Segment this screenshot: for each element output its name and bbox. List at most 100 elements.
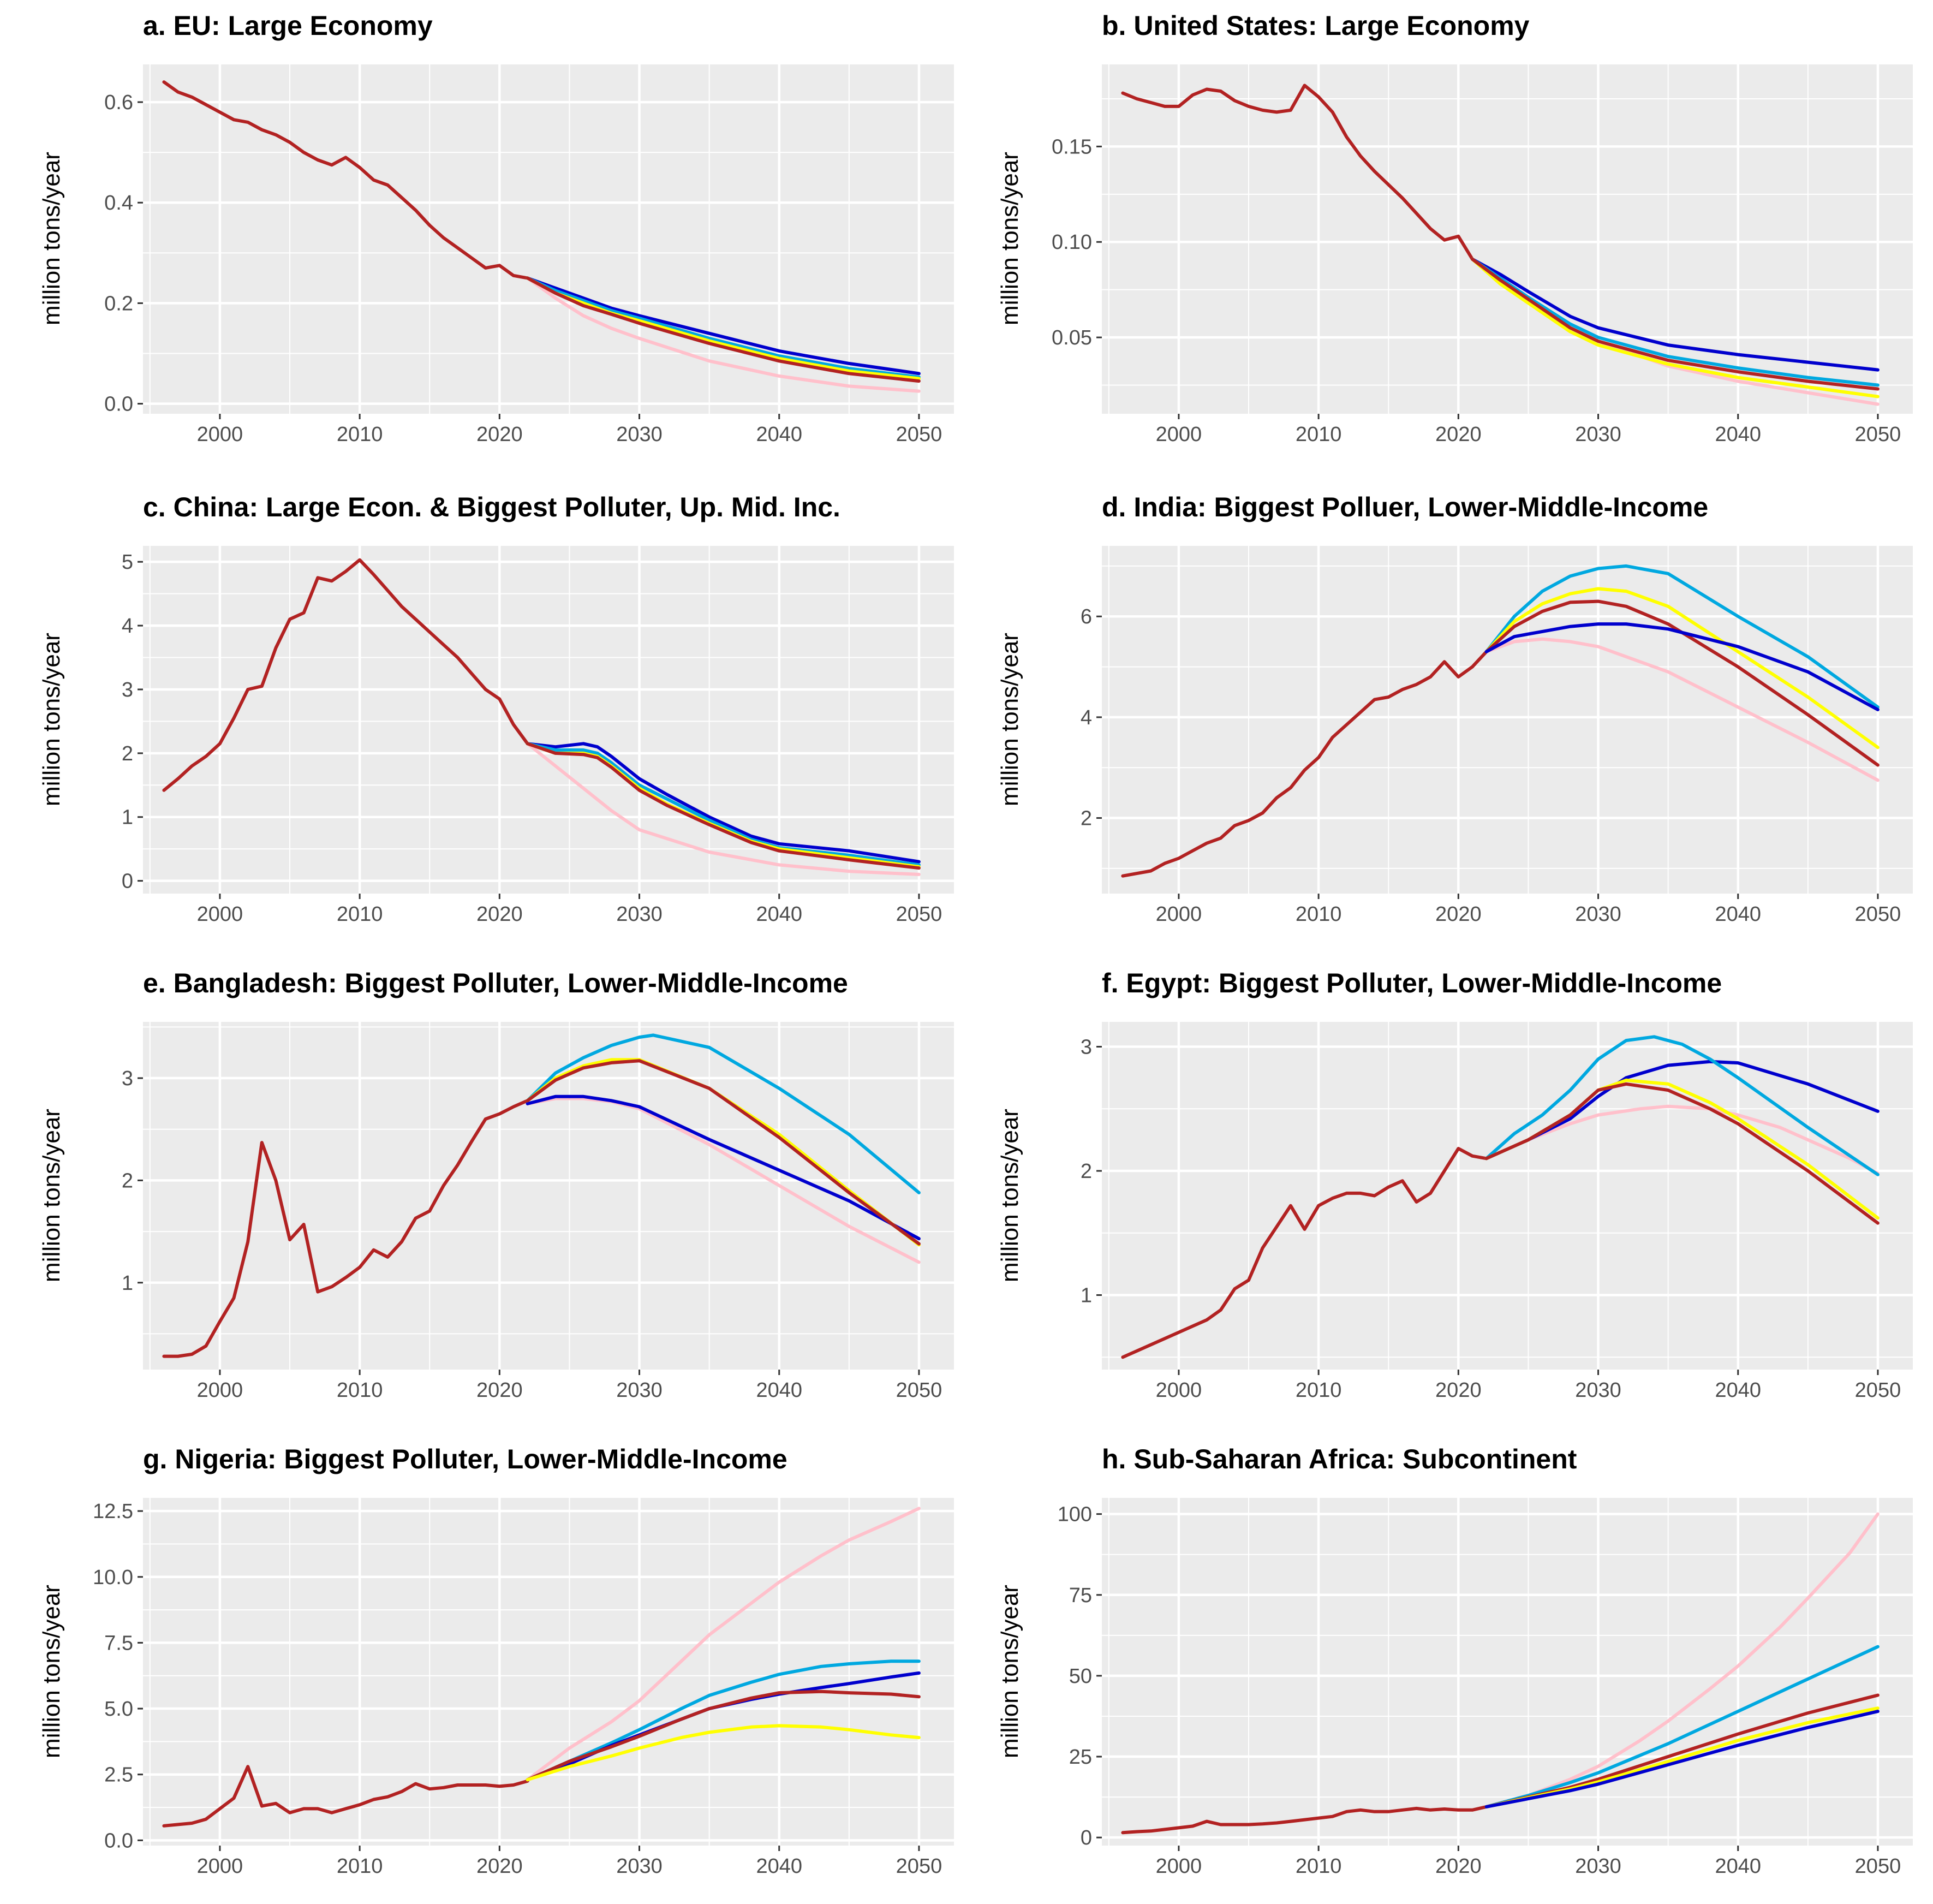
x-tick-label: 2010 (337, 423, 383, 446)
y-tick-label: 1 (122, 1272, 133, 1295)
y-tick-label: 3 (122, 1067, 133, 1090)
y-tick-label: 7.5 (104, 1632, 133, 1655)
series-line-red (526, 1059, 921, 1246)
x-tick-label: 2000 (197, 903, 243, 926)
series-line-pink (526, 276, 921, 393)
series-line-cyan (526, 1033, 921, 1194)
x-tick-label: 2030 (616, 1855, 663, 1878)
panel-d: d. India: Biggest Polluer, Lower-Middle-… (966, 476, 1933, 952)
series-line-pink (526, 742, 921, 876)
plot-background (1102, 64, 1913, 414)
y-tick-label: 0.15 (1052, 135, 1092, 158)
x-tick-label: 2030 (616, 1379, 663, 1402)
x-tick-label: 2030 (1575, 903, 1621, 926)
x-tick-label: 2000 (197, 1855, 243, 1878)
series-line-historical (162, 558, 529, 792)
x-tick-label: 2040 (1715, 903, 1761, 926)
panel-title: a. EU: Large Economy (143, 10, 433, 41)
x-tick-label: 2040 (756, 1855, 802, 1878)
y-tick-label: 5 (122, 551, 133, 574)
x-tick-label: 2050 (896, 1379, 942, 1402)
series-line-blue (526, 276, 921, 376)
panel-title: h. Sub-Saharan Africa: Subcontinent (1102, 1444, 1577, 1474)
x-tick-label: 2010 (1296, 1855, 1342, 1878)
x-tick-label: 2050 (896, 423, 942, 446)
chart-h: 2000 2010 2020 2030 2040 2050 0 25 50 75 100 (1058, 1498, 1913, 1878)
series-line-historical (1121, 650, 1488, 878)
x-tick-label: 2020 (1435, 1855, 1482, 1878)
series-line-cyan (526, 276, 921, 379)
x-tick-label: 2040 (1715, 1379, 1761, 1402)
y-tick-label: 4 (1081, 706, 1092, 729)
y-tick-label: 10.0 (93, 1566, 133, 1589)
x-tick-label: 2050 (1855, 423, 1901, 446)
y-tick-label: 0.2 (104, 292, 133, 315)
x-tick-label: 2010 (337, 1379, 383, 1402)
y-tick-label: 3 (1081, 1036, 1092, 1059)
x-tick-label: 2010 (1296, 1379, 1342, 1402)
chart-c: 2000 2010 2020 2030 2040 2050 0 1 2 3 4 5 (122, 546, 954, 926)
panel-b: b. United States: Large Economy million … (966, 0, 1933, 476)
y-tick-label: 6 (1081, 605, 1092, 628)
y-tick-label: 1 (122, 806, 133, 829)
x-tick-label: 2040 (756, 423, 802, 446)
series-line-blue (526, 742, 921, 864)
y-tick-label: 2 (122, 1169, 133, 1192)
series-line-yellow (1470, 257, 1880, 398)
panel-f: f. Egypt: Biggest Polluter, Lower-Middle… (966, 952, 1933, 1428)
panel-a: a. EU: Large Economy million tons/year 2… (0, 0, 966, 476)
x-tick-label: 2010 (337, 903, 383, 926)
panel-title: f. Egypt: Biggest Polluter, Lower-Middle… (1102, 968, 1722, 998)
x-tick-label: 2030 (1575, 1855, 1621, 1878)
x-tick-label: 2000 (1156, 1855, 1202, 1878)
series-line-red (1484, 1082, 1880, 1225)
y-tick-label: 25 (1069, 1746, 1092, 1769)
series-line-blue (526, 1094, 921, 1241)
chart-f: 2000 2010 2020 2030 2040 2050 1 2 3 (1081, 1022, 1913, 1402)
x-tick-label: 2020 (1435, 903, 1482, 926)
x-tick-label: 2000 (197, 1379, 243, 1402)
y-tick-label: 4 (122, 615, 133, 638)
y-tick-label: 100 (1058, 1503, 1092, 1526)
chart-a: 2000 2010 2020 2030 2040 2050 0.0 0.2 0.4 0.6 (104, 64, 954, 446)
x-tick-label: 2000 (1156, 423, 1202, 446)
x-tick-label: 2050 (1855, 903, 1901, 926)
y-tick-label: 0 (1081, 1826, 1092, 1849)
panel-title: g. Nigeria: Biggest Polluter, Lower-Midd… (143, 1444, 787, 1474)
x-tick-label: 2000 (1156, 903, 1202, 926)
x-tick-label: 2030 (1575, 423, 1621, 446)
y-tick-label: 0.10 (1052, 231, 1092, 254)
series-line-red (526, 742, 921, 870)
y-tick-label: 0 (122, 870, 133, 893)
series-line-cyan (1484, 1035, 1880, 1176)
y-tick-label: 2.5 (104, 1764, 133, 1787)
plot-background (143, 64, 954, 414)
series-line-historical (1121, 1147, 1488, 1359)
panel-g: g. Nigeria: Biggest Polluter, Lower-Midd… (0, 1428, 966, 1904)
plot-background (143, 1022, 954, 1370)
x-tick-label: 2020 (476, 1379, 523, 1402)
y-tick-label: 0.05 (1052, 326, 1092, 349)
series-line-historical (162, 1099, 529, 1358)
y-tick-label: 2 (1081, 807, 1092, 830)
y-tick-label: 5.0 (104, 1698, 133, 1721)
plot-background (1102, 1498, 1913, 1846)
series-line-blue (1484, 622, 1880, 711)
chart-b: 2000 2010 2020 2030 2040 2050 0.05 0.10 0.15 (1052, 64, 1913, 446)
panel-title: e. Bangladesh: Biggest Polluter, Lower-M… (143, 968, 848, 998)
panel-title: d. India: Biggest Polluer, Lower-Middle-… (1102, 492, 1709, 522)
chart-d: 2000 2010 2020 2030 2040 2050 2 4 6 (1081, 546, 1913, 926)
x-tick-label: 2040 (1715, 423, 1761, 446)
x-tick-label: 2040 (1715, 1855, 1761, 1878)
x-tick-label: 2030 (1575, 1379, 1621, 1402)
series-line-blue (1470, 257, 1880, 372)
chart-e: 2000 2010 2020 2030 2040 2050 1 2 3 (122, 1022, 954, 1402)
panel-title: c. China: Large Econ. & Biggest Polluter… (143, 492, 840, 522)
x-tick-label: 2000 (197, 423, 243, 446)
x-tick-label: 2040 (756, 1379, 802, 1402)
panel-e: e. Bangladesh: Biggest Polluter, Lower-M… (0, 952, 966, 1428)
x-tick-label: 2050 (896, 903, 942, 926)
y-tick-label: 0.0 (104, 1829, 133, 1852)
series-line-cyan (1484, 564, 1880, 709)
series-line-pink (526, 1507, 921, 1782)
